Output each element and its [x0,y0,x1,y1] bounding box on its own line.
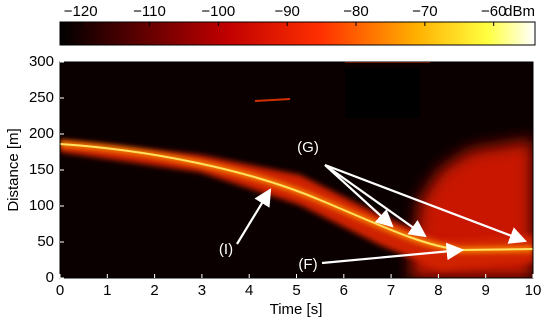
x-tick-label: 10 [525,282,542,299]
y-axis-label: Distance [m] [5,128,22,211]
x-tick-label: 4 [245,282,253,299]
x-tick-label: 8 [434,282,442,299]
heatmap [60,62,533,278]
colorbar-tick-label: −100 [201,3,235,20]
x-tick-label: 0 [56,282,64,299]
colorbar-tick-label: −110 [133,3,166,20]
x-tick-label: 1 [103,282,111,299]
colorbar-tick-label: −70 [412,3,437,20]
annotation: (G) [297,139,319,156]
x-tick-label: 6 [340,282,348,299]
y-tick-label: 100 [29,197,54,214]
annotation: (F) [298,256,317,273]
colorbar-tick-label: −120 [64,3,98,20]
x-tick-label: 7 [387,282,395,299]
x-tick-label: 9 [482,282,490,299]
colorbar [59,21,536,46]
x-axis-label: Time [s] [270,301,323,318]
y-tick-label: 50 [37,233,54,250]
y-tick-label: 0 [46,269,54,286]
x-tick-label: 2 [150,282,158,299]
annotation: (I) [219,241,233,258]
x-tick-label: 5 [292,282,300,299]
y-tick-label: 250 [29,89,54,106]
y-tick-label: 300 [29,53,54,70]
colorbar-tick-label: −60 [481,3,506,20]
colorbar-tick-label: −90 [274,3,299,20]
arrows [236,163,528,265]
colorbar-tick-label: −80 [343,3,368,20]
x-tick-label: 3 [198,282,206,299]
y-tick-label: 200 [29,125,54,142]
y-tick-label: 150 [29,161,54,178]
colorbar-unit: dBm [504,3,535,20]
